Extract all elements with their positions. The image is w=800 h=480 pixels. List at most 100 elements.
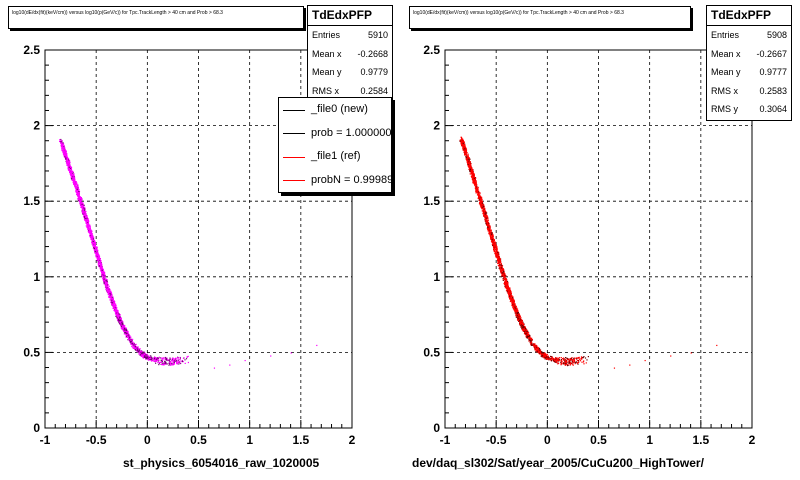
data-point — [466, 151, 468, 154]
data-point — [106, 288, 109, 290]
data-point — [503, 274, 505, 277]
data-point — [121, 323, 123, 325]
data-point — [64, 152, 66, 154]
data-point — [175, 360, 177, 362]
right-plot-title: log10(dE/dx(fit)(keV/cm)) versus log10(p… — [409, 6, 691, 29]
data-point — [518, 317, 520, 319]
data-point — [489, 234, 491, 236]
data-point — [494, 253, 496, 255]
data-point — [491, 237, 494, 240]
data-point — [505, 290, 508, 292]
data-point — [133, 345, 135, 347]
data-point — [145, 354, 147, 356]
data-point — [140, 352, 142, 354]
data-point — [519, 318, 521, 320]
data-point — [96, 251, 98, 253]
data-point — [509, 290, 511, 292]
data-point — [512, 301, 514, 303]
data-point — [483, 207, 485, 209]
data-point — [144, 355, 146, 357]
data-point — [528, 336, 530, 338]
data-point — [94, 246, 96, 248]
data-point — [492, 243, 494, 245]
data-point — [513, 304, 515, 306]
data-point — [120, 320, 122, 322]
left-stats-name: TdEdxPFP — [308, 6, 392, 26]
data-point — [495, 247, 497, 249]
data-point — [77, 187, 79, 190]
data-point — [475, 183, 477, 185]
left-legend: _file0 (new) prob = 1.000000 _file1 (ref… — [278, 97, 392, 193]
data-point — [116, 312, 118, 315]
data-point — [136, 350, 139, 352]
data-point — [495, 249, 497, 251]
data-point — [497, 259, 499, 261]
data-point — [480, 206, 482, 208]
data-point — [81, 198, 83, 200]
data-point — [90, 235, 92, 237]
data-point — [463, 142, 465, 144]
data-point — [518, 316, 521, 318]
data-point — [93, 247, 95, 249]
data-point — [474, 181, 476, 183]
data-point — [490, 229, 492, 231]
data-point — [140, 354, 142, 356]
data-point — [535, 347, 537, 349]
data-point — [462, 141, 464, 143]
data-point — [474, 179, 476, 181]
data-point — [137, 351, 140, 353]
data-point — [185, 358, 188, 360]
data-point — [83, 217, 86, 219]
data-point — [516, 309, 518, 311]
data-point — [69, 170, 71, 172]
data-point — [133, 343, 135, 345]
data-point — [481, 207, 483, 209]
data-point — [155, 359, 157, 361]
data-point — [120, 325, 122, 327]
data-point — [481, 204, 483, 206]
data-point — [463, 141, 465, 143]
data-point — [79, 199, 82, 201]
data-point — [118, 315, 120, 317]
data-point — [507, 283, 509, 285]
data-point — [99, 261, 101, 263]
data-point — [80, 197, 82, 199]
data-point — [473, 176, 475, 178]
data-point — [525, 336, 527, 338]
data-point — [133, 344, 135, 346]
data-point — [502, 277, 504, 279]
data-point — [60, 145, 62, 147]
data-point — [499, 268, 502, 270]
data-point — [509, 289, 511, 291]
data-point — [61, 144, 63, 146]
data-point — [153, 358, 155, 361]
data-point — [519, 323, 521, 325]
data-point — [89, 230, 91, 232]
data-point — [90, 229, 92, 231]
data-point — [467, 153, 469, 155]
data-point — [96, 249, 99, 252]
data-point — [511, 304, 513, 306]
data-point — [513, 305, 515, 307]
data-point — [467, 164, 469, 166]
data-point — [495, 247, 497, 249]
data-point — [482, 204, 484, 206]
data-point — [480, 204, 482, 206]
data-point — [117, 314, 120, 316]
data-point — [496, 249, 498, 251]
data-point — [506, 286, 508, 289]
data-point — [80, 199, 83, 201]
data-point — [505, 285, 507, 287]
data-point — [513, 305, 516, 307]
data-point — [63, 151, 65, 153]
data-point — [73, 184, 76, 186]
data-point — [483, 211, 485, 213]
data-point — [521, 323, 523, 325]
data-point — [465, 157, 467, 159]
data-point — [88, 220, 90, 222]
data-point — [519, 321, 521, 323]
data-point — [526, 333, 528, 335]
data-point — [78, 196, 80, 199]
data-point — [171, 362, 173, 364]
data-point — [168, 364, 170, 366]
